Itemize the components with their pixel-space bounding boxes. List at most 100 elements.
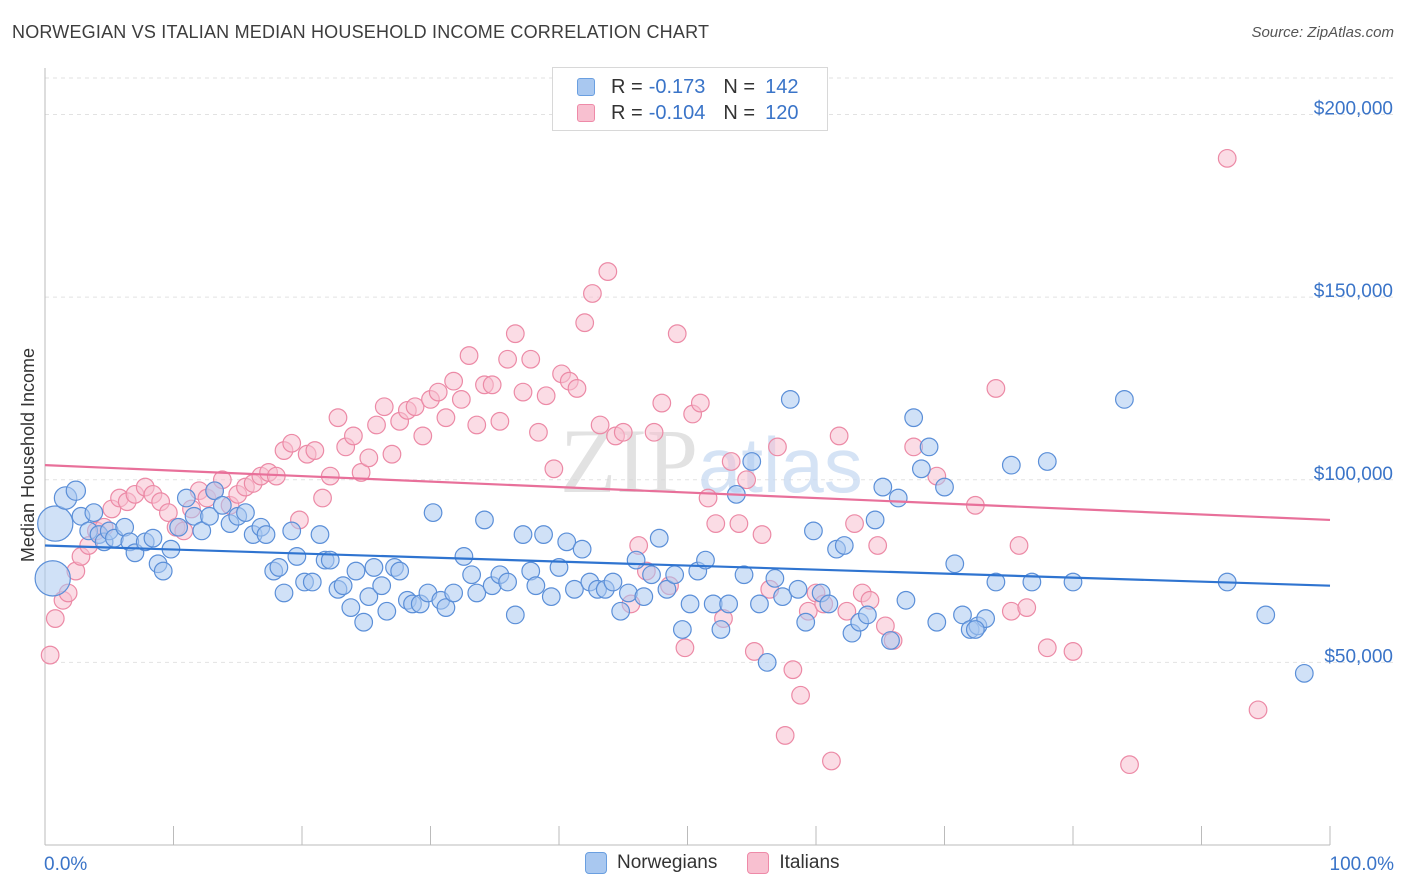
norwegian-point — [454, 547, 474, 566]
italian-point — [482, 375, 502, 395]
norwegian-point — [475, 510, 494, 530]
norwegian-point — [773, 587, 792, 607]
norwegian-point — [377, 601, 397, 621]
norwegian-point — [896, 590, 916, 610]
norwegian-point — [205, 481, 225, 501]
norwegian-point — [1294, 663, 1314, 683]
italian-point — [822, 751, 841, 771]
series-legend: Norwegians Italians — [585, 852, 870, 874]
norwegian-point — [904, 408, 924, 428]
italian-point — [282, 433, 302, 453]
norwegian-point — [534, 525, 553, 544]
italian-point — [490, 411, 510, 431]
norwegian-point — [750, 594, 769, 614]
italians-trend-line — [44, 464, 1331, 522]
norwegian-point — [804, 521, 823, 541]
italian-point — [1120, 755, 1139, 775]
norwegian-point — [953, 605, 972, 625]
norwegian-point — [1001, 455, 1021, 475]
italian-point — [737, 470, 757, 490]
italian-point — [1009, 536, 1029, 555]
norwegian-point — [626, 550, 646, 570]
norwegian-point — [176, 488, 196, 508]
legend-n-label: N = — [723, 75, 756, 98]
italian-point — [752, 525, 772, 544]
italian-point — [498, 349, 518, 369]
norwegian-point — [169, 517, 189, 537]
italian-point — [521, 349, 541, 369]
norwegian-point — [65, 480, 87, 501]
series-label-norwegians: Norwegians — [617, 852, 718, 873]
italian-point — [1248, 700, 1268, 720]
legend-r-label: R = — [611, 101, 643, 124]
italian-point — [529, 422, 548, 442]
norwegian-point — [364, 558, 384, 577]
italian-point — [513, 382, 533, 402]
norwegian-point — [359, 587, 379, 607]
italian-point — [652, 393, 672, 413]
tick-labels: $50,000 $100,000 $150,000 $200,000 0.0% 100.0… — [44, 99, 1394, 875]
legend-swatch-norwegians — [577, 78, 595, 96]
italian-point — [45, 609, 65, 628]
norwegians-points — [34, 390, 1314, 683]
norwegian-point — [719, 594, 739, 614]
norwegian-point — [945, 554, 965, 574]
italian-point — [505, 324, 525, 344]
norwegian-point — [911, 459, 931, 479]
norwegian-point — [780, 390, 800, 409]
norwegian-point — [341, 598, 361, 617]
y-tick-label: $200,000 — [1314, 99, 1393, 120]
norwegian-point — [618, 583, 638, 603]
italian-point — [405, 397, 425, 417]
norwegian-point — [1022, 572, 1042, 592]
italian-point — [667, 324, 687, 344]
norwegian-point — [34, 560, 71, 597]
series-swatch-norwegians — [585, 852, 607, 874]
norwegian-point — [557, 532, 577, 552]
italian-point — [613, 422, 633, 442]
italian-point — [351, 463, 371, 482]
chart-source: Source: ZipAtlas.com — [1251, 24, 1394, 41]
norwegian-point — [498, 572, 518, 592]
italian-point — [467, 415, 487, 435]
norwegian-point — [390, 561, 410, 581]
norwegian-point — [333, 576, 353, 596]
norwegian-point — [143, 528, 163, 548]
norwegian-point — [865, 510, 885, 530]
norwegian-point — [649, 528, 669, 548]
series-swatch-italians — [747, 852, 770, 874]
norwegians-trend-line — [44, 544, 1331, 587]
norwegian-point — [200, 506, 219, 526]
italian-point — [706, 514, 726, 533]
norwegian-point — [796, 612, 816, 632]
norwegian-point — [603, 572, 623, 592]
italian-point — [344, 426, 363, 446]
italian-point — [845, 514, 864, 533]
norwegian-point — [696, 550, 715, 570]
norwegian-point — [505, 605, 525, 625]
italian-point — [436, 408, 456, 428]
norwegian-point — [1114, 390, 1134, 409]
norwegian-point — [935, 477, 954, 497]
norwegian-point — [881, 631, 900, 650]
italian-point — [1217, 148, 1237, 168]
norwegian-point — [320, 550, 340, 570]
italian-point — [698, 488, 718, 508]
norwegian-point — [467, 583, 487, 603]
norwegian-point — [919, 437, 939, 457]
norwegian-point — [436, 598, 456, 617]
norwegian-point — [734, 565, 754, 585]
italian-point — [459, 346, 479, 365]
norwegian-point — [965, 620, 985, 639]
legend-swatch-italians — [577, 104, 595, 122]
norwegian-point — [444, 583, 464, 603]
norwegian-point — [634, 587, 654, 607]
series-legend-italians: Italians — [747, 852, 840, 874]
norwegian-point — [84, 503, 104, 523]
italian-point — [783, 660, 803, 680]
norwegian-point — [819, 594, 839, 614]
italian-point — [1001, 601, 1021, 621]
legend-row-norwegians: R = -0.173 N = 142 — [577, 75, 798, 99]
norwegian-point — [310, 525, 330, 544]
italian-point — [382, 444, 402, 464]
